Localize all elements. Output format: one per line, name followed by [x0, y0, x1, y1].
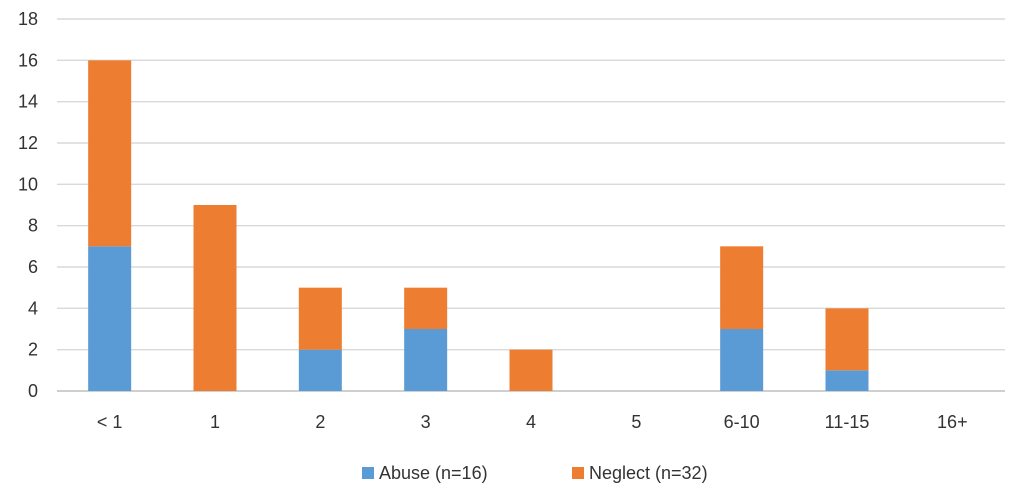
x-tick-label: < 1: [97, 412, 123, 432]
x-tick-label: 4: [526, 412, 536, 432]
neglect-bar-segment: [404, 287, 448, 329]
neglect-bar-segment: [298, 287, 342, 350]
x-tick-label: 11-15: [825, 412, 870, 432]
x-tick-label: 1: [210, 412, 220, 432]
neglect-bar-segment: [825, 308, 869, 371]
neglect-legend-swatch: [572, 467, 584, 479]
neglect-bar-segment: [88, 60, 132, 247]
y-tick-label: 4: [28, 298, 38, 318]
neglect-bar-segment: [193, 205, 237, 391]
neglect-legend-label: Neglect (n=32): [589, 463, 708, 483]
abuse-legend-swatch: [362, 467, 374, 479]
y-tick-label: 18: [18, 9, 38, 29]
abuse-bar-segment: [720, 329, 764, 391]
x-tick-label: 5: [631, 412, 641, 432]
neglect-bar-segment: [720, 246, 764, 329]
y-tick-label: 0: [28, 381, 38, 401]
x-axis-tick-labels: < 1 1 2 3 4 5 6-10 11-15 16+: [97, 412, 968, 432]
y-tick-label: 16: [18, 50, 38, 70]
y-tick-label: 14: [18, 92, 38, 112]
abuse-bar-segment: [825, 370, 869, 391]
x-tick-label: 3: [421, 412, 431, 432]
abuse-bar-segment: [88, 246, 132, 391]
abuse-bar-segment: [404, 329, 448, 391]
y-tick-label: 12: [18, 133, 38, 153]
abuse-bar-segment: [298, 349, 342, 391]
y-tick-label: 2: [28, 340, 38, 360]
bars: [88, 60, 869, 391]
abuse-legend-label: Abuse (n=16): [379, 463, 488, 483]
y-tick-label: 10: [18, 174, 38, 194]
x-tick-label: 6-10: [724, 412, 760, 432]
legend: Abuse (n=16) Neglect (n=32): [362, 463, 708, 483]
neglect-bar-segment: [509, 349, 553, 391]
y-tick-label: 8: [28, 216, 38, 236]
x-tick-label: 16+: [937, 412, 968, 432]
y-tick-label: 6: [28, 257, 38, 277]
y-axis-tick-labels: 0 2 4 6 8 10 12 14 16 18: [18, 9, 38, 401]
x-tick-label: 2: [315, 412, 325, 432]
